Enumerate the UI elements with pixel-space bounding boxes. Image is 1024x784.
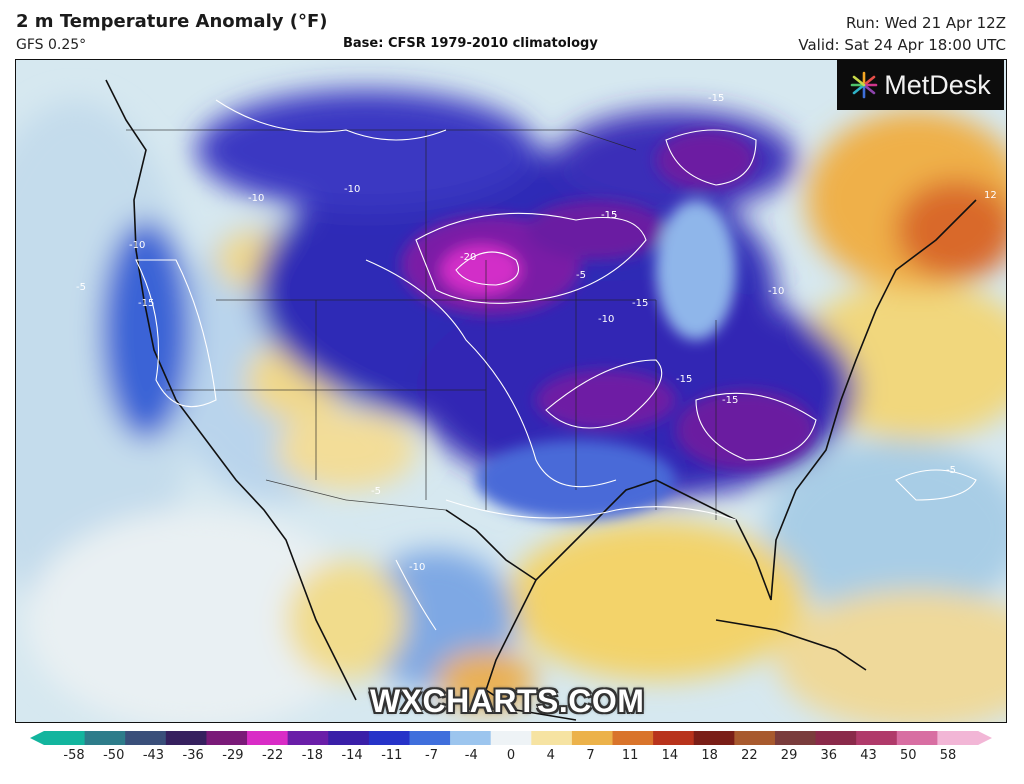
model-label: GFS 0.25°: [16, 37, 87, 53]
contour-label: -10: [344, 184, 360, 195]
colorbar-tick-label: -18: [301, 748, 323, 763]
contour-label: -5: [576, 270, 586, 281]
colorbar-tick-label: -14: [341, 748, 363, 763]
colorbar-tick-label: 0: [506, 748, 516, 763]
colorbar-tick-label: 22: [741, 748, 758, 763]
colorbar-tick-label: 43: [860, 748, 877, 763]
contour-label: 12: [984, 190, 997, 201]
state-borders: [126, 129, 717, 520]
contour-label: -5: [371, 486, 381, 497]
colorbar-tick-label: -50: [103, 748, 125, 763]
colorbar-segment: [653, 731, 695, 745]
colorbar-tick-label: 29: [780, 748, 798, 763]
colorbar-tick-label: -22: [262, 748, 284, 763]
wxcharts-watermark: WXCHARTS.COM: [370, 683, 645, 719]
colorbar-tick-label: 14: [661, 748, 679, 763]
valid-time-label: Valid: Sat 24 Apr 18:00 UTC: [798, 36, 1006, 54]
metdesk-burst-icon: [850, 71, 878, 99]
contour-label: -10: [598, 314, 614, 325]
climatology-base-label: Base: CFSR 1979-2010 climatology: [343, 36, 598, 51]
colorbar-segment: [774, 731, 817, 745]
contour-label: -15: [601, 210, 617, 221]
contour-label: -5: [946, 465, 956, 476]
run-time-label: Run: Wed 21 Apr 12Z: [846, 14, 1006, 32]
colorbar-segment: [734, 731, 776, 745]
colorbar-left-arrow: [30, 731, 44, 745]
colorbar-segment: [368, 731, 410, 745]
colorbar-segment: [693, 731, 735, 745]
contour-label: -15: [632, 298, 648, 309]
contour-label-group: -20 -15 -15 -15 -15 -15 -15 -15 -10 -10 …: [76, 93, 997, 573]
contour-label: -15: [708, 93, 724, 104]
contour-label: -15: [676, 374, 692, 385]
colorbar-tick-label: -43: [142, 748, 165, 763]
metdesk-logo-text: MetDesk: [884, 69, 991, 100]
contour-label: -10: [248, 193, 264, 204]
contour-label: -10: [129, 240, 145, 251]
coastlines: [105, 79, 977, 721]
colorbar-segment: [815, 731, 857, 745]
colorbar-segment: [409, 731, 451, 745]
colorbar-segment: [165, 731, 207, 745]
temperature-anomaly-map: -20 -15 -15 -15 -15 -15 -15 -15 -10 -10 …: [15, 59, 1007, 723]
colorbar-tick-label: -11: [381, 748, 403, 763]
colorbar-tick-label: 4: [546, 748, 555, 763]
contour-label: -15: [601, 210, 617, 221]
colorbar-segment: [84, 731, 126, 745]
colorbar-segment: [125, 731, 167, 745]
contour-label: -15: [722, 395, 738, 406]
anomaly-field: [16, 90, 1006, 722]
colorbar-segment: [531, 731, 573, 745]
colorbar-ticks: -58 -50 -43 -36 -29 -22 -18 -14 -11 -7 -4 0 4 7 11 14 18…: [0, 748, 1024, 768]
colorbar-tick-label: 50: [899, 748, 917, 763]
colorbar-tick-label: 36: [820, 748, 838, 763]
colorbar-segment: [206, 731, 248, 745]
colorbar-segment: [247, 731, 289, 745]
colorbar-tick-label: -58: [63, 748, 85, 763]
colorbar-segment: [612, 731, 654, 745]
colorbar-right-arrow: [978, 731, 992, 745]
contour-label: -10: [409, 562, 425, 573]
colorbar-segment: [571, 731, 614, 745]
colorbar-segment: [450, 731, 492, 745]
contour-label: -20: [460, 252, 476, 263]
colorbar-segment: [937, 731, 979, 745]
colorbar-segment: [490, 731, 532, 745]
anomaly-cold-cores: [401, 130, 816, 520]
colorbar-segment: [287, 731, 329, 745]
contour-label: -10: [768, 286, 784, 297]
colorbar-tick-label: -36: [182, 748, 204, 763]
colorbar-tick-label: -7: [425, 748, 439, 763]
colorbar: [30, 731, 992, 745]
colorbar-tick-label: -29: [222, 748, 244, 763]
colorbar-segment: [44, 731, 86, 745]
chart-title: 2 m Temperature Anomaly (°F): [16, 11, 328, 32]
colorbar-segment: [856, 731, 898, 745]
colorbar-tick-label: 7: [586, 748, 595, 763]
colorbar-tick-label: 11: [621, 748, 639, 763]
colorbar-segment: [896, 731, 938, 745]
metdesk-logo: MetDesk: [837, 60, 1004, 110]
contour-label: -5: [76, 282, 86, 293]
colorbar-tick-label: 18: [701, 748, 718, 763]
colorbar-tick-label: -4: [464, 748, 478, 763]
colorbar-tick-label: 58: [939, 748, 957, 763]
colorbar-segment: [328, 731, 370, 745]
contour-label: -15: [138, 298, 154, 309]
anomaly-contours: [135, 99, 977, 631]
